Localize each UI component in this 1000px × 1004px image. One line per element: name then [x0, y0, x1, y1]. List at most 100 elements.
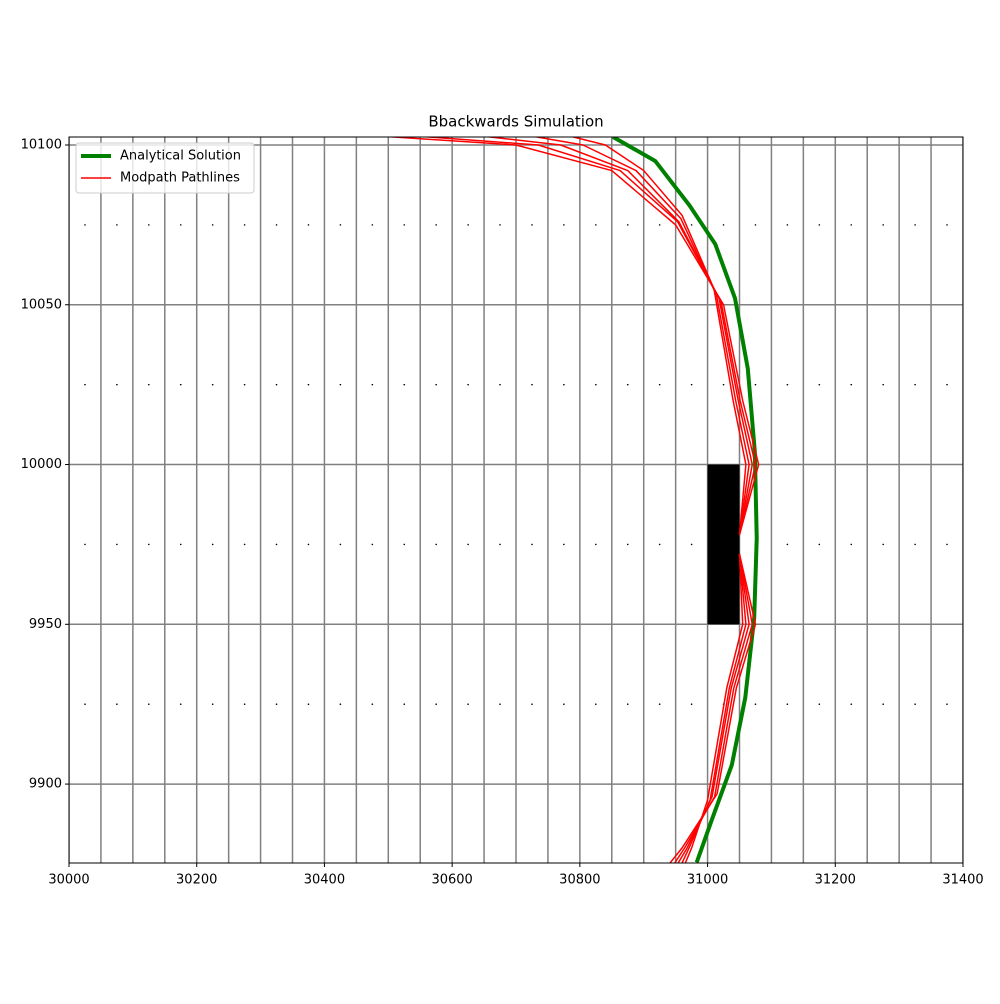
cell-center [531, 224, 533, 226]
cell-center [148, 543, 150, 546]
cell-center [243, 383, 246, 386]
cell-center [818, 224, 821, 226]
cell-center [403, 224, 406, 226]
cell-center [116, 224, 118, 226]
x-tick-label: 30200 [176, 873, 217, 888]
y-tick-label: 10000 [21, 457, 62, 472]
cell-center [499, 383, 501, 386]
cell-center [882, 224, 884, 226]
legend-label: Analytical Solution [120, 149, 241, 164]
x-tick-label: 31400 [942, 873, 983, 888]
cell-center [211, 383, 214, 386]
well-cell [707, 464, 740, 625]
cell-center [179, 224, 182, 226]
cell-center [531, 703, 533, 705]
cell-center [882, 703, 884, 705]
cell-center [914, 543, 916, 546]
cell-center [403, 383, 406, 386]
cell-center [435, 703, 437, 705]
cell-center [818, 383, 821, 386]
cell-center [275, 383, 278, 386]
cell-center [595, 543, 597, 546]
cell-center [626, 224, 629, 226]
y-tick-label: 10100 [21, 137, 62, 152]
cell-center [339, 543, 342, 546]
cell-center [850, 543, 853, 546]
cell-center [754, 703, 757, 705]
cell-center [116, 383, 118, 386]
cell-center [467, 383, 469, 386]
cell-center [275, 543, 278, 546]
y-tick-label: 9950 [29, 617, 62, 632]
cell-center [946, 383, 948, 386]
cell-center [307, 703, 310, 705]
cell-center [850, 703, 853, 705]
y-tick-label: 10050 [21, 297, 62, 312]
cell-center [307, 224, 310, 226]
cell-center [946, 543, 948, 546]
pathline [483, 137, 754, 535]
cell-center [658, 543, 661, 546]
x-tick-label: 30000 [48, 873, 89, 888]
chart-title: Bbackwards Simulation [428, 113, 603, 131]
cell-center [563, 703, 565, 705]
cell-center [403, 543, 406, 546]
axes-frame [68, 136, 964, 864]
cell-center [563, 383, 565, 386]
cell-center [914, 383, 916, 386]
cell-center [850, 224, 853, 226]
cell-center [84, 703, 86, 705]
cell-center [499, 543, 501, 546]
cell-center [563, 543, 565, 546]
cell-center [499, 703, 501, 705]
cell-center [722, 383, 725, 386]
pathline [673, 553, 754, 863]
pathline [684, 553, 744, 863]
cell-center [339, 383, 342, 386]
cell-center [658, 224, 661, 226]
cell-center [786, 543, 789, 546]
cell-center [435, 543, 437, 546]
cell-center [754, 224, 757, 226]
cell-center [914, 224, 916, 226]
cell-center [339, 703, 342, 705]
cell-center [435, 383, 437, 386]
cell-center [946, 703, 948, 705]
cell-center [626, 703, 629, 705]
cell-center [211, 703, 214, 705]
cell-center [499, 224, 501, 226]
cell-center [722, 224, 725, 226]
legend: Analytical Solution Modpath Pathlines [75, 142, 255, 194]
cell-center [371, 543, 374, 546]
cell-center [243, 224, 246, 226]
cell-center [786, 703, 789, 705]
x-tick-label: 31000 [687, 873, 728, 888]
cell-center [882, 383, 884, 386]
x-tick-label: 30600 [431, 873, 472, 888]
cell-center [690, 703, 693, 705]
cell-center [116, 703, 118, 705]
cell-center [626, 543, 629, 546]
cell-center [690, 383, 693, 386]
cell-center [275, 703, 278, 705]
cell-center [595, 383, 597, 386]
cell-center [467, 543, 469, 546]
cell-center [626, 383, 629, 386]
y-tick-label: 9900 [29, 777, 62, 792]
cell-center [339, 224, 342, 226]
cell-center [786, 383, 789, 386]
cell-center [371, 703, 374, 705]
pathline [677, 553, 750, 863]
cell-center [148, 224, 150, 226]
x-tick-label: 30400 [304, 873, 345, 888]
cell-center [243, 703, 246, 705]
x-tick-label: 30800 [559, 873, 600, 888]
cell-center [371, 383, 374, 386]
cell-center [467, 703, 469, 705]
cell-center [467, 224, 469, 226]
cell-center [882, 543, 884, 546]
pathline [418, 137, 757, 535]
cell-center [946, 224, 948, 226]
